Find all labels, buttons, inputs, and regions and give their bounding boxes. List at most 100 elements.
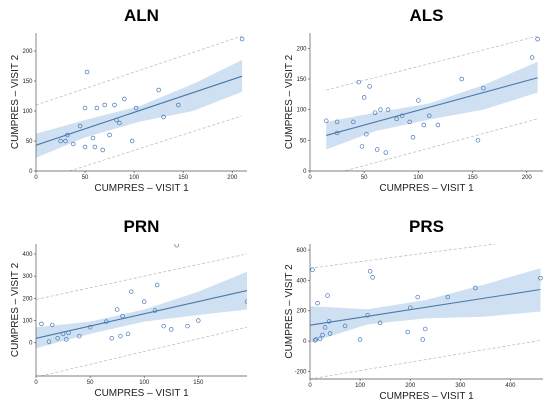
data-point-prs-6 — [322, 325, 328, 330]
data-point-als-5 — [359, 144, 365, 149]
data-point-prn-7 — [77, 333, 82, 339]
data-point-prs-0 — [310, 267, 315, 273]
data-point-als-3 — [351, 119, 356, 125]
x-tick-label-prs: 0 — [308, 383, 312, 389]
y-tick-label-aln: 50 — [26, 139, 33, 145]
y-axis-label-prs: CUMPRES – VISIT 2 — [284, 264, 295, 359]
x-tick-label-als: 150 — [468, 175, 479, 181]
data-point-als-20 — [426, 113, 432, 119]
data-point-als-26 — [535, 36, 540, 42]
data-point-aln-16 — [117, 120, 122, 126]
data-point-aln-7 — [84, 69, 90, 75]
prediction-upper-als — [326, 35, 538, 91]
data-point-als-25 — [529, 55, 535, 60]
data-point-als-4 — [356, 79, 362, 85]
chart-title-prs: PRS — [409, 217, 444, 236]
data-point-als-1 — [334, 119, 340, 125]
data-point-prn-15 — [128, 289, 134, 294]
data-point-prn-6 — [66, 330, 71, 335]
y-tick-label-prn: 200 — [22, 296, 33, 302]
chart-prs: 0 100 200 300 400 -200 0 200 400 600 PRS CUMPRES – … — [284, 217, 543, 402]
y-axis-label-prn: CUMPRES – VISIT 2 — [10, 262, 21, 357]
y-tick-label-als: 150 — [296, 77, 307, 83]
x-tick-label-aln: 100 — [129, 175, 140, 181]
data-point-prs-14 — [370, 275, 375, 280]
data-point-aln-19 — [133, 105, 139, 111]
prediction-upper-prn — [36, 253, 247, 300]
confidence-band-als — [326, 61, 538, 150]
fit-line-aln — [36, 75, 243, 146]
x-tick-label-prn: 50 — [87, 380, 94, 386]
confidence-band-aln — [36, 60, 243, 158]
x-tick-label-prs: 200 — [405, 383, 416, 389]
data-point-prn-13 — [120, 313, 125, 319]
x-tick-label-prs: 300 — [455, 383, 466, 389]
y-tick-label-als: 0 — [303, 169, 307, 175]
data-point-prn-12 — [118, 333, 123, 339]
data-point-prn-0 — [39, 321, 44, 327]
x-tick-label-aln: 200 — [227, 175, 238, 181]
data-point-als-15 — [399, 113, 405, 119]
data-point-prs-9 — [327, 331, 333, 336]
chart-title-aln: ALN — [124, 6, 159, 25]
plot-area-als — [324, 35, 540, 171]
data-point-als-19 — [421, 122, 427, 128]
data-point-aln-0 — [58, 138, 63, 144]
y-tick-label-als: 200 — [296, 46, 307, 52]
data-point-als-9 — [372, 110, 378, 115]
data-point-prn-1 — [46, 339, 52, 344]
data-point-aln-21 — [161, 114, 166, 120]
confidence-band-prn — [36, 271, 247, 349]
x-tick-label-prn: 150 — [193, 380, 204, 386]
data-point-aln-23 — [239, 36, 245, 42]
plot-area-prn — [36, 244, 247, 376]
data-point-prn-4 — [60, 331, 66, 337]
data-point-prn-8 — [87, 324, 93, 330]
data-point-als-23 — [475, 138, 481, 143]
y-axis-label-als: CUMPRES – VISIT 2 — [284, 54, 295, 149]
data-point-als-0 — [324, 118, 329, 123]
data-point-prs-8 — [326, 319, 332, 324]
data-point-prn-18 — [154, 282, 160, 288]
prediction-upper-aln — [36, 35, 243, 106]
data-point-aln-11 — [100, 147, 105, 153]
data-point-prn-22 — [185, 323, 190, 329]
y-tick-label-prn: 0 — [29, 341, 33, 347]
x-axis-label-prs: CUMPRES – VISIT 1 — [379, 391, 474, 402]
data-point-prn-3 — [55, 336, 60, 341]
x-axis-label-prn: CUMPRES – VISIT 1 — [94, 388, 189, 399]
data-point-prs-22 — [473, 285, 478, 291]
y-tick-label-aln: 0 — [29, 169, 33, 175]
data-point-prs-10 — [342, 323, 348, 329]
plot-area-prs — [310, 244, 543, 379]
data-point-aln-6 — [82, 144, 88, 150]
data-point-aln-1 — [63, 138, 68, 144]
data-point-als-22 — [459, 76, 464, 82]
y-tick-label-prs: 0 — [303, 339, 307, 345]
data-point-als-12 — [383, 150, 389, 155]
data-point-prs-15 — [377, 320, 383, 326]
data-point-prn-9 — [104, 319, 109, 324]
prediction-upper-prs — [310, 244, 498, 269]
data-point-prn-21 — [174, 244, 179, 248]
data-point-prn-16 — [141, 299, 147, 304]
data-point-prn-5 — [64, 337, 69, 342]
data-point-als-10 — [374, 147, 380, 152]
data-point-prs-17 — [407, 305, 413, 310]
data-point-aln-12 — [102, 102, 107, 108]
prediction-lower-prn — [39, 326, 247, 376]
data-point-prs-20 — [423, 326, 428, 332]
y-tick-label-aln: 200 — [22, 49, 33, 55]
data-point-aln-10 — [94, 105, 100, 111]
x-tick-label-als: 200 — [522, 175, 533, 181]
data-point-prn-10 — [109, 336, 114, 341]
data-point-prs-3 — [315, 300, 320, 306]
data-point-als-8 — [367, 84, 372, 89]
data-point-aln-15 — [114, 117, 119, 123]
y-tick-label-prs: 200 — [296, 309, 307, 315]
data-point-prn-19 — [161, 323, 166, 329]
data-point-aln-9 — [92, 144, 98, 150]
chart-prn: 0 50 100 150 0 100 200 300 400 PRN CUMPRES – VISIT… — [10, 217, 247, 399]
chart-title-als: ALS — [410, 6, 444, 25]
